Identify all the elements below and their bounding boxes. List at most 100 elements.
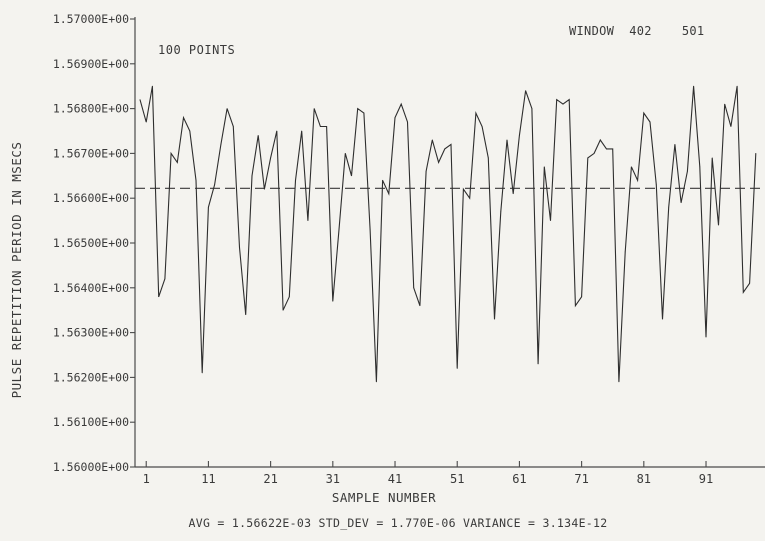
- data-point: [332, 300, 334, 302]
- data-point: [257, 135, 259, 136]
- data-point: [463, 188, 464, 190]
- y-tick-label: 1.56200E+00: [53, 370, 129, 384]
- data-point: [158, 296, 160, 298]
- data-point: [593, 153, 595, 154]
- data-point: [338, 229, 340, 230]
- data-point: [313, 108, 315, 109]
- data-point: [407, 121, 408, 123]
- data-point: [438, 161, 439, 163]
- y-tick-label: 1.56600E+00: [53, 191, 129, 205]
- data-point: [686, 170, 688, 172]
- data-point: [282, 309, 284, 311]
- data-point: [568, 99, 570, 101]
- data-point: [475, 112, 477, 114]
- data-point: [220, 144, 222, 145]
- data-point: [319, 126, 321, 127]
- y-tick-label: 1.56100E+00: [53, 415, 129, 429]
- data-point: [226, 108, 228, 109]
- data-point: [444, 148, 446, 150]
- data-point: [512, 193, 514, 195]
- data-point: [711, 157, 713, 159]
- data-point: [425, 170, 427, 172]
- data-point: [357, 108, 359, 109]
- data-point: [506, 139, 508, 141]
- data-point: [183, 117, 184, 118]
- data-point: [208, 206, 209, 208]
- y-tick-label: 1.56800E+00: [53, 102, 129, 116]
- data-point: [195, 179, 197, 181]
- x-tick-label: 31: [326, 472, 340, 486]
- y-tick-label: 1.56000E+00: [53, 460, 129, 474]
- y-tick-label: 1.56500E+00: [53, 236, 129, 250]
- data-point: [145, 121, 147, 123]
- data-point: [674, 144, 676, 145]
- data-point: [469, 197, 471, 199]
- data-point: [251, 175, 253, 177]
- data-point: [214, 184, 216, 186]
- data-point: [307, 220, 309, 222]
- y-tick-label: 1.57000E+00: [53, 12, 129, 26]
- data-point: [288, 296, 290, 298]
- data-point: [382, 179, 383, 181]
- data-point: [599, 139, 601, 141]
- data-point: [705, 336, 707, 338]
- data-point: [543, 166, 545, 168]
- data-point: [724, 103, 726, 105]
- data-point: [276, 130, 278, 132]
- data-point: [295, 179, 296, 181]
- x-tick-label: 21: [263, 472, 277, 486]
- data-point: [301, 130, 303, 132]
- data-point: [742, 291, 744, 293]
- data-point: [270, 157, 272, 159]
- y-tick-label: 1.56300E+00: [53, 326, 129, 340]
- x-tick-label: 71: [574, 472, 588, 486]
- x-tick-label: 1: [143, 472, 150, 486]
- data-point: [736, 85, 738, 87]
- data-point: [264, 188, 265, 190]
- x-tick-label: 81: [637, 472, 651, 486]
- data-point: [587, 157, 589, 159]
- data-point: [152, 85, 153, 87]
- data-point: [612, 148, 614, 150]
- y-axis: 1.56000E+00 1.56100E+00 1.56200E+00 1.56300…: [53, 12, 135, 474]
- statistics-summary: AVG = 1.56622E-03 STD_DEV = 1.770E-06 VA…: [189, 516, 608, 530]
- data-points: [139, 85, 757, 383]
- x-axis: 1 11 21 31 41 51 61 71 81 91: [143, 461, 713, 486]
- data-point: [699, 166, 701, 168]
- data-point: [139, 99, 141, 101]
- data-point: [400, 103, 402, 105]
- data-point: [718, 224, 719, 226]
- data-point: [525, 90, 527, 92]
- data-point: [494, 318, 495, 320]
- data-point: [624, 251, 626, 253]
- data-point: [351, 175, 352, 177]
- x-tick-label: 51: [450, 472, 464, 486]
- data-point: [363, 112, 365, 114]
- data-point: [581, 296, 583, 298]
- data-point: [662, 318, 663, 320]
- data-point: [500, 211, 502, 213]
- y-tick-label: 1.56700E+00: [53, 146, 129, 160]
- data-point: [413, 287, 415, 289]
- data-point: [537, 363, 539, 365]
- data-point: [450, 144, 452, 145]
- data-point: [419, 305, 421, 307]
- y-tick-label: 1.56900E+00: [53, 57, 129, 71]
- data-point: [189, 130, 191, 132]
- data-point: [550, 220, 551, 222]
- data-point: [201, 372, 203, 374]
- data-point: [643, 112, 645, 114]
- series-line: [139, 86, 757, 382]
- data-point: [680, 202, 682, 204]
- data-point: [556, 99, 558, 101]
- data-point: [394, 117, 396, 118]
- data-point: [170, 153, 172, 154]
- data-point: [326, 126, 327, 127]
- x-tick-label: 91: [699, 472, 713, 486]
- x-tick-label: 61: [512, 472, 526, 486]
- data-point: [649, 121, 651, 123]
- data-point: [456, 368, 458, 369]
- data-point: [618, 381, 620, 383]
